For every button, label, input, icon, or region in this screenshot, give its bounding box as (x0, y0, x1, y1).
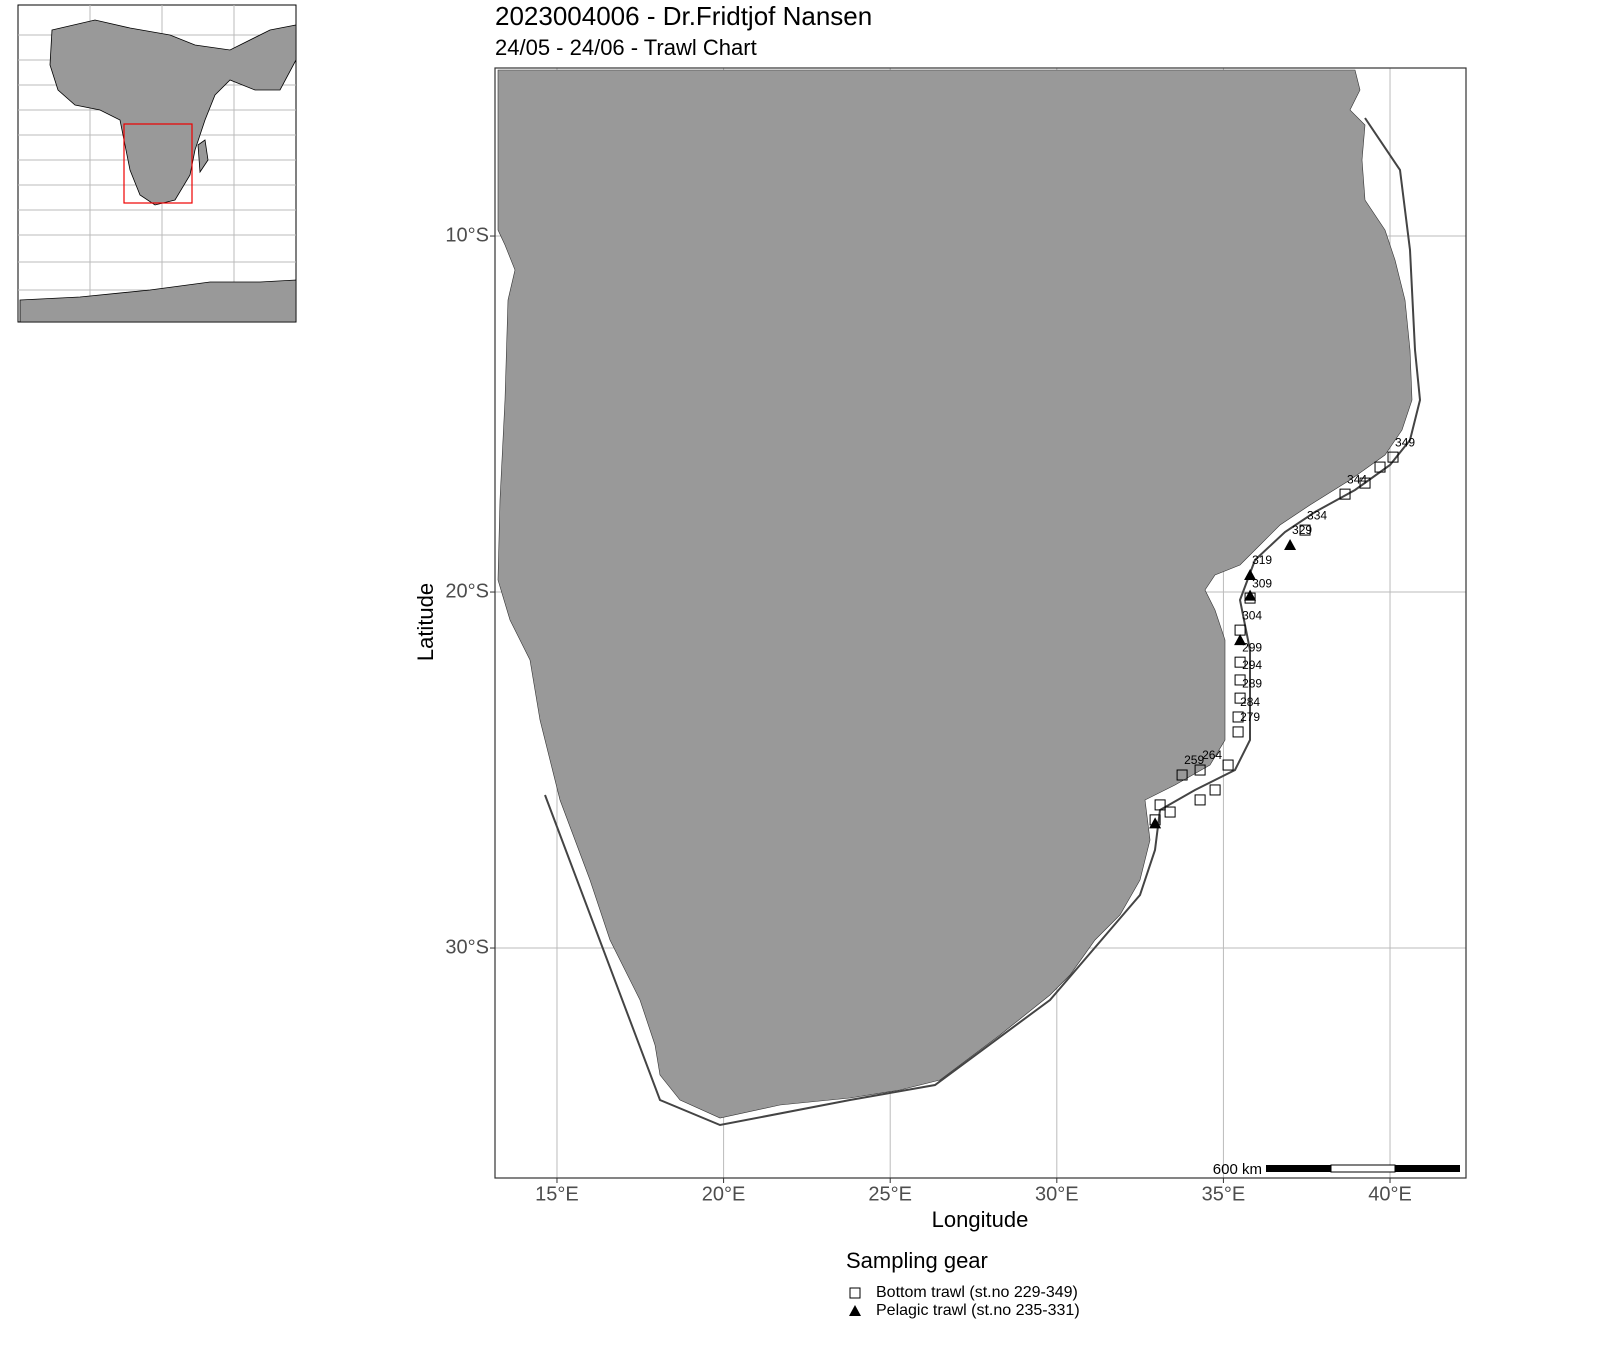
station-marker (1194, 794, 1206, 806)
station-marker (1374, 461, 1386, 473)
legend-label: Pelagic trawl (st.no 235-331) (876, 1302, 1080, 1319)
scale-label: 600 km (1213, 1161, 1262, 1178)
inset-area-box (123, 123, 193, 204)
station-label: 259 (1184, 753, 1204, 767)
station-marker (1359, 477, 1371, 489)
station-marker (1299, 524, 1311, 536)
scale-bar: 600 km (1213, 1161, 1460, 1178)
chart-subtitle: 24/05 - 24/06 - Trawl Chart (495, 35, 757, 60)
station-label: 329 (1292, 523, 1312, 537)
scale-segment (1395, 1165, 1460, 1172)
station-marker (1244, 568, 1257, 580)
station-marker (849, 1287, 861, 1299)
y-tick-label: 30°S (445, 936, 489, 958)
scale-segment (1330, 1164, 1396, 1173)
station-label: 349 (1395, 435, 1415, 449)
x-tick-label: 35°E (1202, 1183, 1246, 1205)
station-marker (1176, 769, 1188, 781)
x-tick-label: 25°E (868, 1183, 912, 1205)
station-label: 264 (1202, 748, 1222, 762)
station-label: 304 (1242, 608, 1262, 622)
station-marker (1232, 726, 1244, 738)
station-marker (1244, 589, 1257, 601)
y-tick-label: 10°S (445, 224, 489, 246)
station-label: 334 (1307, 508, 1327, 522)
legend: Bottom trawl (st.no 229-349)Pelagic traw… (849, 1284, 1080, 1319)
station-marker (1232, 711, 1244, 723)
legend-title: Sampling gear (846, 1248, 988, 1273)
y-tick-label: 20°S (445, 580, 489, 602)
station-marker (1234, 634, 1247, 646)
station-marker (849, 1305, 861, 1316)
inset-madagascar (197, 139, 209, 174)
station-marker (1234, 674, 1246, 686)
x-axis-label: Longitude (932, 1207, 1029, 1232)
station-marker (1222, 759, 1234, 771)
plot-frame (494, 67, 1467, 1179)
station-label: 294 (1242, 658, 1262, 672)
inset-antarctica (19, 279, 297, 323)
station-label: 319 (1252, 553, 1272, 567)
station-marker (1149, 817, 1162, 829)
x-tick-label: 20°E (702, 1183, 746, 1205)
scale-segment (1266, 1165, 1331, 1172)
inset-map (17, 4, 297, 323)
station-label: 299 (1242, 640, 1262, 654)
station-label: 284 (1240, 695, 1260, 709)
isobath-line (544, 117, 1422, 1127)
station-marker (1194, 764, 1206, 776)
station-label: 289 (1242, 676, 1262, 690)
x-tick-label: 30°E (1035, 1183, 1079, 1205)
station-marker (1339, 488, 1351, 500)
x-tick-label: 40°E (1368, 1183, 1412, 1205)
y-axis-label: Latitude (413, 583, 438, 661)
station-label: 309 (1252, 576, 1272, 590)
legend-label: Bottom trawl (st.no 229-349) (876, 1284, 1078, 1301)
station-marker (1284, 539, 1297, 551)
station-marker (1387, 451, 1399, 463)
station-label: 344 (1347, 472, 1367, 486)
station-marker (1234, 656, 1246, 668)
station-label: 279 (1240, 710, 1260, 724)
land (497, 69, 1413, 1119)
station-marker (1209, 784, 1221, 796)
x-tick-label: 15°E (535, 1183, 579, 1205)
station-marker (1164, 806, 1176, 818)
station-marker (1154, 799, 1166, 811)
station-marker (1234, 692, 1246, 704)
chart-title: 2023004006 - Dr.Fridtjof Nansen (495, 1, 872, 31)
inset-africa (49, 19, 297, 206)
